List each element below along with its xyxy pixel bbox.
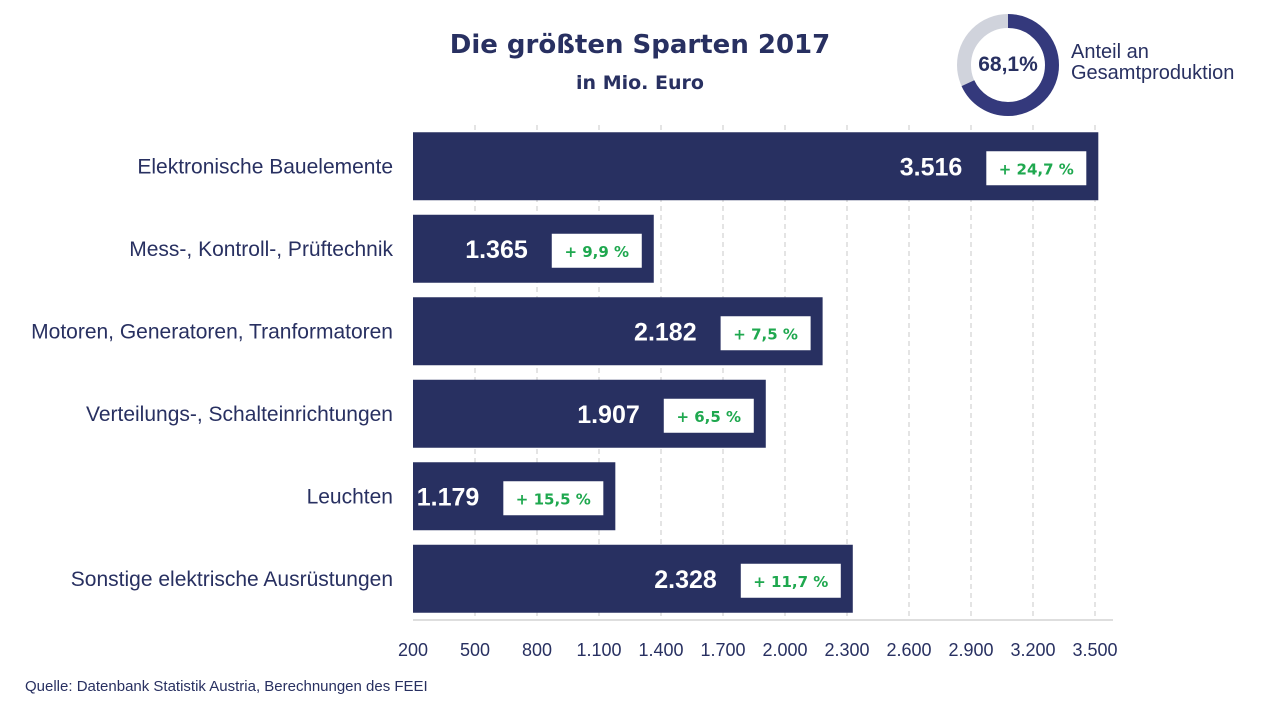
x-tick-label: 2.000 xyxy=(762,640,807,660)
category-label: Sonstige elektrische Ausrüstungen xyxy=(71,568,393,591)
source-note: Quelle: Datenbank Statistik Austria, Ber… xyxy=(25,678,428,695)
value-label: 1.179 xyxy=(417,483,480,511)
chart-subtitle: in Mio. Euro xyxy=(576,72,704,94)
share-donut-graphic xyxy=(957,14,1059,116)
change-badge xyxy=(740,563,841,598)
x-tick-label: 2.900 xyxy=(948,640,993,660)
x-tick-label: 3.500 xyxy=(1072,640,1117,660)
bar xyxy=(413,132,1099,201)
category-label: Leuchten xyxy=(307,485,393,508)
x-tick-label: 500 xyxy=(460,640,490,660)
share-donut: 68,1% xyxy=(955,12,1061,118)
change-label: + 24,7 % xyxy=(999,160,1074,178)
donut-caption-line2: Gesamtproduktion xyxy=(1071,62,1235,84)
value-label: 1.365 xyxy=(465,236,528,264)
change-badge xyxy=(720,316,811,351)
value-label: 1.907 xyxy=(577,401,640,429)
x-tick-label: 2.300 xyxy=(824,640,869,660)
change-label: + 11,7 % xyxy=(753,573,828,591)
value-label: 2.328 xyxy=(654,566,717,594)
x-tick-label: 2.600 xyxy=(886,640,931,660)
x-tick-label: 800 xyxy=(522,640,552,660)
change-badge xyxy=(551,233,642,268)
x-tick-label: 200 xyxy=(398,640,428,660)
category-label: Mess-, Kontroll-, Prüftechnik xyxy=(129,238,393,261)
value-label: 2.182 xyxy=(634,318,697,346)
donut-fill-arc xyxy=(957,14,1059,116)
donut-percent-label: 68,1% xyxy=(978,53,1038,76)
change-label: + 7,5 % xyxy=(733,325,798,343)
change-badge xyxy=(986,151,1087,186)
chart-title: Die größten Sparten 2017 xyxy=(449,30,831,60)
category-label: Elektronische Bauelemente xyxy=(137,155,393,178)
donut-caption-line1: Anteil an xyxy=(1071,41,1149,63)
change-badge xyxy=(663,398,754,433)
category-label: Verteilungs-, Schalteinrichtungen xyxy=(86,403,393,426)
x-tick-label: 1.700 xyxy=(700,640,745,660)
change-label: + 9,9 % xyxy=(564,243,629,261)
change-label: + 15,5 % xyxy=(516,490,591,508)
x-tick-label: 3.200 xyxy=(1010,640,1055,660)
change-badge xyxy=(503,481,604,516)
x-tick-label: 1.400 xyxy=(638,640,683,660)
donut-caption: Anteil an Gesamtproduktion xyxy=(1071,42,1234,84)
x-tick-label: 1.100 xyxy=(576,640,621,660)
value-label: 3.516 xyxy=(900,153,963,181)
change-label: + 6,5 % xyxy=(676,408,741,426)
category-label: Motoren, Generatoren, Tranformatoren xyxy=(31,320,393,343)
